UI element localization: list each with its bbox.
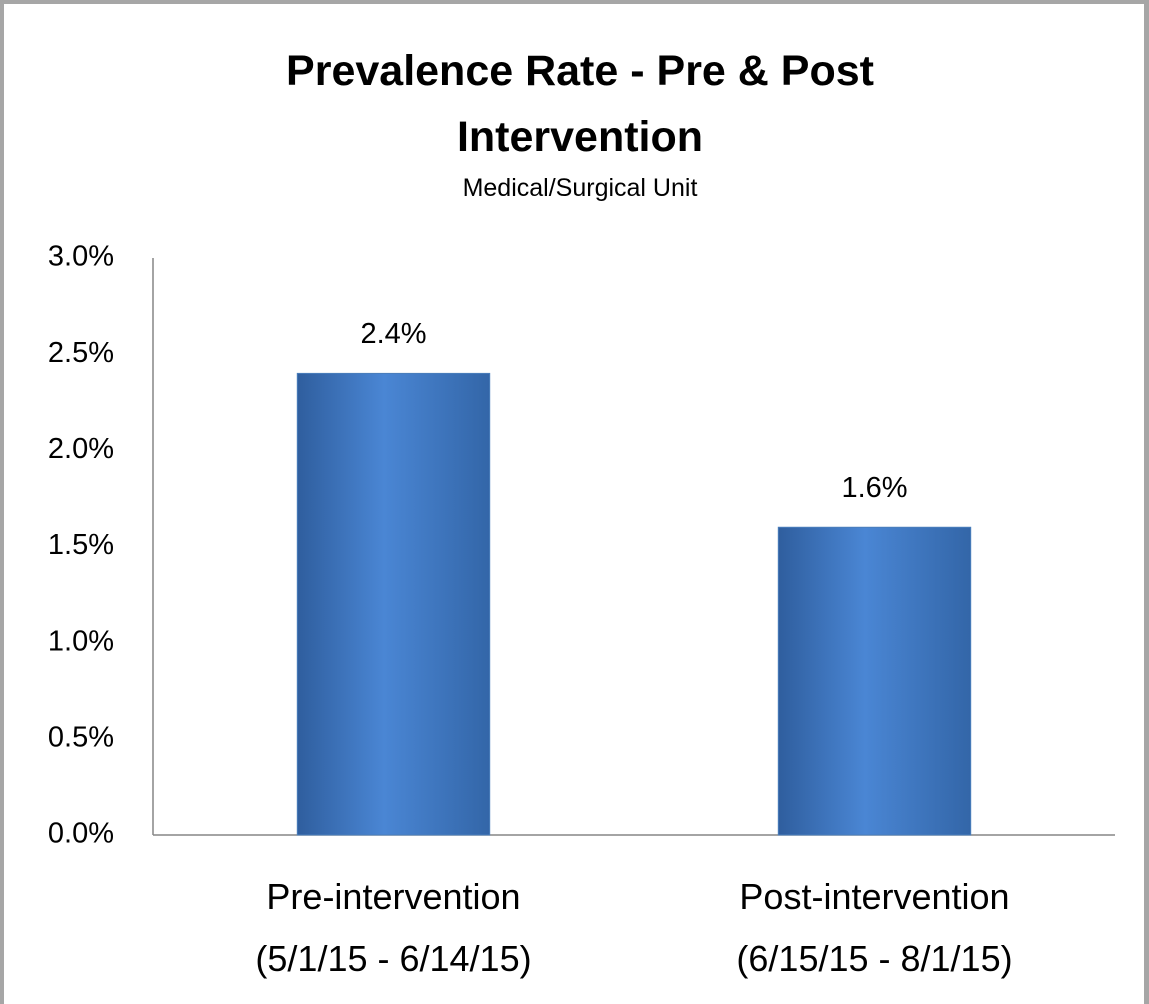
- y-tick-label: 0.5%: [48, 721, 114, 753]
- data-label: 2.4%: [360, 318, 426, 350]
- chart-subtitle: Medical/Surgical Unit: [462, 174, 698, 202]
- y-tick-label: 3.0%: [48, 241, 114, 273]
- y-tick-label: 1.0%: [48, 625, 114, 657]
- x-tick-label: Pre-intervention (5/1/15 - 6/14/15): [255, 876, 532, 979]
- x-tick-label: Post-intervention (6/15/15 - 8/1/15): [736, 876, 1013, 979]
- chart-title: Prevalence Rate - Pre & Post Interventio…: [286, 47, 874, 161]
- y-tick-label: 1.5%: [48, 529, 114, 561]
- bar: [777, 526, 972, 836]
- bar: [296, 372, 491, 836]
- y-tick-label: 2.0%: [48, 433, 114, 465]
- y-tick-label: 2.5%: [48, 337, 114, 369]
- y-tick-label: 0.0%: [48, 818, 114, 850]
- data-label: 1.6%: [841, 472, 907, 504]
